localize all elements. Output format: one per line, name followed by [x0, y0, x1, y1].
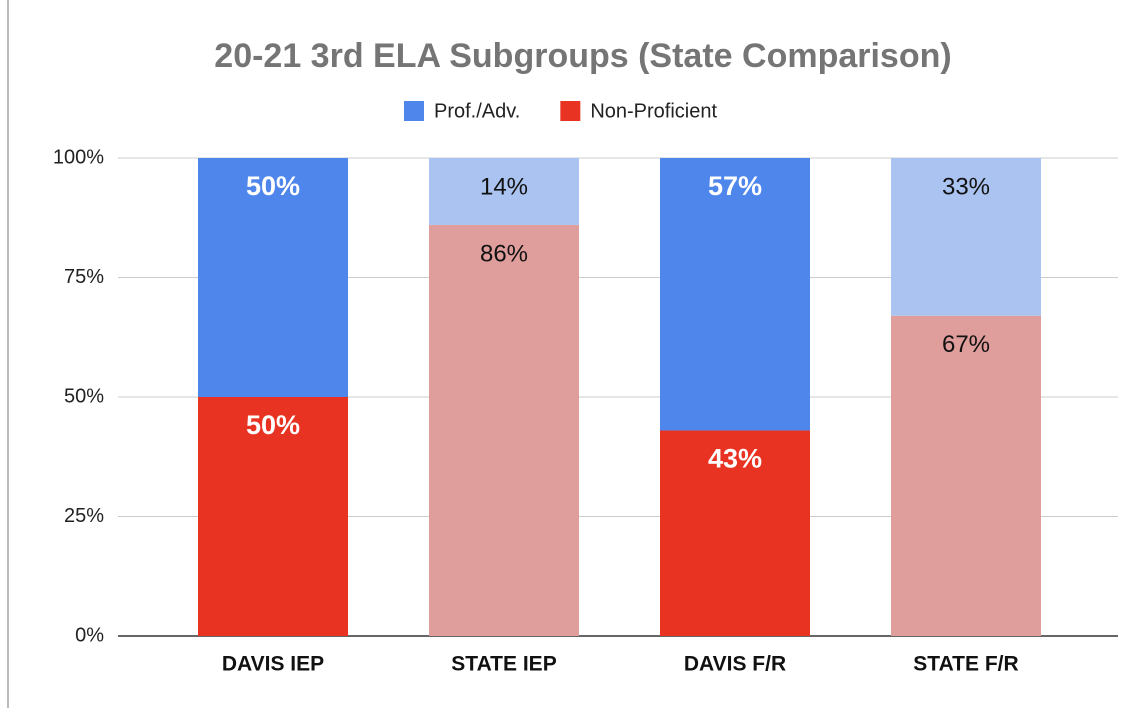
legend-label: Prof./Adv. — [434, 100, 520, 122]
y-tick-label: 25% — [64, 505, 104, 527]
chart-title: 20-21 3rd ELA Subgroups (State Compariso… — [214, 37, 951, 75]
x-tick-label: STATE F/R — [913, 653, 1018, 676]
y-tick-label: 50% — [64, 385, 104, 407]
y-tick-label: 75% — [64, 266, 104, 288]
bar-segment — [891, 158, 1041, 316]
data-label: 50% — [246, 171, 300, 201]
data-label: 50% — [246, 410, 300, 440]
bar-segment — [198, 158, 348, 397]
bar-segment — [891, 315, 1041, 636]
bar-segment — [429, 224, 579, 637]
legend-label: Non-Proficient — [590, 100, 717, 122]
data-label: 14% — [480, 173, 528, 200]
legend-swatch — [404, 101, 424, 121]
data-label: 67% — [942, 331, 990, 358]
bar-segment — [660, 430, 810, 636]
data-label: 57% — [708, 171, 762, 201]
data-label: 86% — [480, 240, 528, 267]
bar-segment — [660, 158, 810, 431]
y-tick-label: 0% — [75, 624, 104, 646]
bar-segment — [429, 158, 579, 225]
x-tick-label: DAVIS F/R — [684, 653, 786, 676]
bar-segment — [198, 397, 348, 636]
data-label: 33% — [942, 173, 990, 200]
x-tick-label: DAVIS IEP — [222, 653, 324, 676]
x-tick-label: STATE IEP — [451, 653, 556, 676]
y-tick-label: 100% — [53, 146, 104, 168]
legend-swatch — [560, 101, 581, 121]
data-label: 43% — [708, 444, 762, 474]
